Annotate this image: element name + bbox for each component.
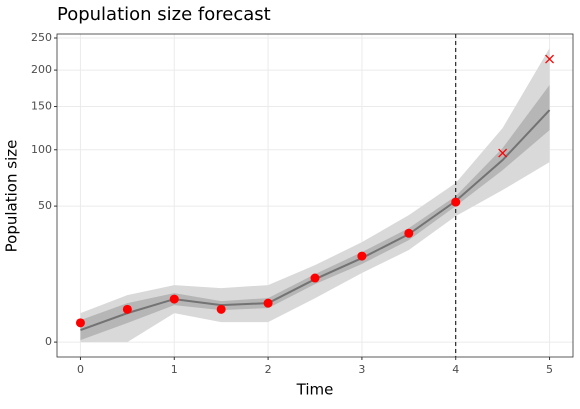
observed-point [169, 294, 179, 304]
x-tick-label: 2 [265, 363, 272, 376]
x-tick-label: 1 [171, 363, 178, 376]
observed-point [122, 304, 132, 314]
future-point [498, 148, 508, 158]
y-tick-label: 150 [31, 100, 52, 113]
observed-point [451, 197, 461, 207]
observed-point [404, 228, 414, 238]
x-tick-label: 3 [358, 363, 365, 376]
x-axis-label: Time [296, 381, 334, 399]
observed-point [75, 318, 85, 328]
future-point [545, 54, 555, 64]
x-tick-label: 0 [77, 363, 84, 376]
y-tick-label: 100 [31, 143, 52, 156]
x-tick-label: 5 [546, 363, 553, 376]
observed-point [357, 251, 367, 261]
observed-point [310, 273, 320, 283]
y-tick-label: 0 [45, 335, 52, 348]
panel-border [56, 33, 574, 358]
y-tick-label: 50 [38, 199, 52, 212]
chart-title: Population size forecast [57, 4, 271, 25]
y-tick-label: 200 [31, 63, 52, 76]
band [80, 85, 550, 341]
x-tick-label: 4 [452, 363, 459, 376]
observed-point [216, 304, 226, 314]
y-axis-label: Population size [3, 140, 21, 253]
y-tick-label: 250 [31, 31, 52, 44]
observed-point [263, 298, 273, 308]
